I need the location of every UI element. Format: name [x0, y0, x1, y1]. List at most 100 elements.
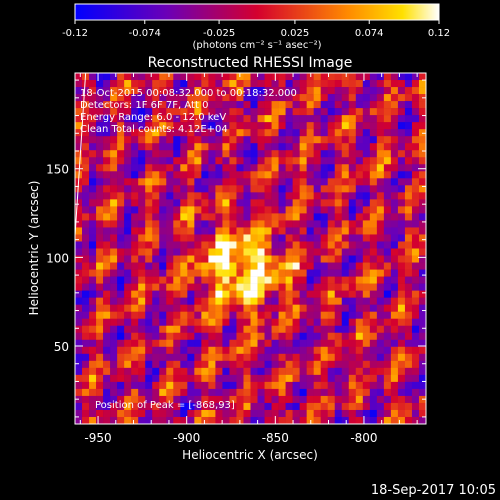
heatmap-cell: [138, 241, 146, 249]
heatmap-cell: [222, 367, 230, 376]
heatmap-cell: [145, 395, 153, 404]
heatmap-cell: [201, 178, 209, 186]
heatmap-cell: [348, 318, 357, 327]
heatmap-cell: [103, 220, 111, 228]
heatmap-cell: [215, 178, 223, 186]
heatmap-cell: [292, 409, 300, 418]
heatmap-cell: [390, 395, 399, 404]
heatmap-cell: [334, 290, 343, 298]
heatmap-cell: [166, 339, 174, 348]
heatmap-cell: [299, 325, 307, 334]
heatmap-cell: [397, 304, 406, 312]
heatmap-cell: [110, 325, 118, 334]
heatmap-cell: [383, 143, 392, 151]
heatmap-cell: [75, 388, 83, 397]
solar-limb: [75, 73, 87, 237]
heatmap-cell: [404, 206, 413, 214]
heatmap-cell: [313, 108, 321, 116]
heatmap-cell: [362, 206, 371, 214]
heatmap-cell: [334, 234, 343, 242]
heatmap-cell: [152, 143, 160, 151]
heatmap-cell: [103, 213, 111, 221]
heatmap-cell: [89, 108, 97, 116]
heatmap-cell: [299, 367, 307, 376]
heatmap-cell: [404, 416, 413, 424]
heatmap-cell: [376, 192, 385, 200]
heatmap-cell: [110, 143, 118, 151]
heatmap-cell: [306, 395, 314, 404]
heatmap-cell: [180, 325, 188, 334]
heatmap-cell: [257, 80, 265, 88]
heatmap-cell: [376, 234, 385, 242]
heatmap-cell: [341, 178, 350, 186]
heatmap-cell: [75, 122, 83, 130]
heatmap-cell: [145, 311, 153, 319]
heatmap-cell: [348, 87, 357, 95]
heatmap-cell: [208, 318, 216, 327]
heatmap-cell: [411, 220, 420, 228]
heatmap-cell: [250, 185, 258, 193]
heatmap-cell: [348, 248, 357, 256]
heatmap-cell: [383, 332, 392, 341]
heatmap-cell: [271, 115, 279, 123]
heatmap-cell: [278, 164, 286, 172]
heatmap-cell: [229, 395, 237, 404]
heatmap-cell: [285, 311, 293, 319]
heatmap-cell: [369, 255, 378, 263]
heatmap-cell: [327, 367, 336, 376]
heatmap-cell: [243, 367, 251, 376]
heatmap-cell: [166, 346, 174, 355]
heatmap-cell: [397, 73, 406, 81]
heatmap-cell: [299, 220, 307, 228]
heatmap-cell: [180, 185, 188, 193]
heatmap-cell: [271, 241, 279, 249]
heatmap-cell: [166, 94, 174, 102]
heatmap-cell: [236, 178, 244, 186]
heatmap-cell: [376, 108, 385, 116]
heatmap-cell: [250, 374, 258, 383]
heatmap-cell: [320, 304, 329, 312]
heatmap-cell: [376, 185, 385, 193]
heatmap-cell: [285, 276, 293, 284]
heatmap-cell: [117, 395, 125, 404]
heatmap-cell: [152, 108, 160, 116]
heatmap-cell: [271, 143, 279, 151]
heatmap-cell: [187, 360, 195, 369]
heatmap-cell: [159, 150, 167, 158]
heatmap-cell: [348, 185, 357, 193]
heatmap-cell: [285, 388, 293, 397]
heatmap-cell: [299, 136, 307, 144]
heatmap-cell: [418, 108, 426, 116]
heatmap-cell: [145, 339, 153, 348]
heatmap-cell: [306, 80, 314, 88]
heatmap-cell: [390, 122, 399, 130]
heatmap-cell: [348, 206, 357, 214]
heatmap-cell: [103, 374, 111, 383]
heatmap-cell: [376, 129, 385, 137]
heatmap-cell: [243, 178, 251, 186]
heatmap-cell: [264, 150, 272, 158]
heatmap-cell: [145, 227, 153, 235]
heatmap-cell: [124, 311, 132, 319]
heatmap-cell: [110, 339, 118, 348]
heatmap-cell: [103, 80, 111, 88]
heatmap-cell: [89, 164, 97, 172]
heatmap-cell: [362, 241, 371, 249]
heatmap-cell: [348, 304, 357, 312]
heatmap-cell: [173, 255, 181, 263]
heatmap-cell: [145, 136, 153, 144]
heatmap-cell: [117, 122, 125, 130]
heatmap-cell: [411, 73, 420, 81]
heatmap-cell: [173, 332, 181, 341]
heatmap-cell: [110, 353, 118, 362]
heatmap-cell: [404, 360, 413, 369]
heatmap-cell: [313, 311, 321, 319]
annotation-line: Detectors: 1F 6F 7F, Att 0: [80, 100, 208, 111]
heatmap-cell: [292, 164, 300, 172]
heatmap-cell: [173, 388, 181, 397]
heatmap-cell: [320, 388, 329, 397]
heatmap-cell: [376, 136, 385, 144]
heatmap-cell: [299, 241, 307, 249]
heatmap-cell: [117, 220, 125, 228]
heatmap-cell: [278, 171, 286, 179]
